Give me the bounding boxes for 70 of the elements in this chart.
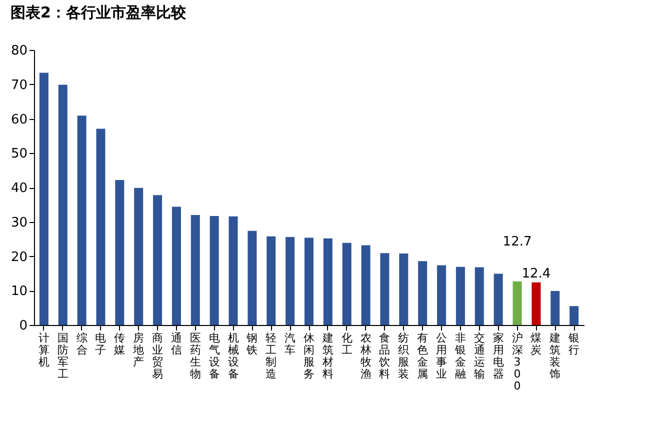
bar: [228, 216, 238, 325]
bar: [172, 206, 181, 325]
y-tick-label: 10: [10, 284, 28, 300]
bar: [96, 128, 106, 325]
x-tick-label: 煤炭: [530, 332, 542, 356]
x-tick-label: 化工: [341, 332, 352, 356]
data-label: 12.7: [502, 234, 532, 250]
x-tick-label: 国防军工: [57, 332, 68, 380]
x-tick-label: 有色金属: [417, 332, 428, 380]
x-tick-label: 食品饮料: [378, 332, 390, 380]
x-tick-label: 医药生物: [190, 332, 201, 380]
bar: [399, 254, 408, 325]
y-tick-label: 70: [10, 78, 28, 93]
y-tick-label: 60: [10, 112, 28, 128]
bar: [115, 180, 124, 325]
y-tick-label: 20: [10, 250, 28, 265]
bar: [570, 306, 579, 325]
x-tick-label: 建筑材料: [321, 332, 334, 380]
bar: [532, 282, 541, 325]
bar: [437, 265, 446, 325]
x-tick-label: 沪深300: [512, 332, 523, 392]
bar: [77, 116, 86, 325]
x-tick-label: 银行: [568, 332, 580, 356]
bar: [134, 188, 144, 325]
x-tick-label: 轻工制造: [266, 332, 277, 380]
bar: [153, 195, 162, 325]
bar: [286, 237, 295, 325]
bar: [266, 236, 276, 325]
x-tick-label: 休闲服务: [304, 332, 314, 380]
bar: [550, 290, 560, 325]
x-tick-label: 公用事业: [436, 332, 448, 380]
y-tick-label: 0: [19, 318, 28, 334]
bar: [494, 274, 503, 325]
bar: [380, 253, 390, 325]
x-tick-label: 钢铁: [246, 332, 258, 356]
bar: [474, 267, 484, 325]
x-tick-label: 计算机: [38, 332, 50, 368]
x-tick-label: 农林牧渔: [359, 332, 372, 380]
bar: [456, 266, 465, 325]
bar: [418, 261, 428, 325]
x-tick-label: 非银金融: [454, 332, 466, 380]
x-tick-label: 交通运输: [474, 332, 485, 380]
x-tick-label: 机械设备: [228, 332, 239, 380]
y-tick-label: 80: [10, 44, 28, 58]
x-tick-label: 电子: [95, 332, 106, 356]
data-label: 12.4: [522, 266, 551, 282]
bar: [248, 230, 257, 325]
bar: [323, 238, 332, 325]
x-tick-label: 综合: [76, 332, 88, 356]
bar: [512, 281, 522, 325]
x-tick-label: 纺织服装: [398, 332, 410, 380]
bar: [342, 242, 352, 325]
chart-title: 图表2：各行业市盈率比较: [10, 4, 187, 22]
bar: [190, 215, 200, 325]
x-tick-label: 家用电器: [492, 332, 504, 380]
bar: [58, 84, 68, 325]
x-tick-label: 房地产: [132, 332, 144, 368]
x-tick-label: 建筑装饰: [548, 332, 561, 380]
y-tick-label: 50: [10, 146, 28, 162]
bar: [361, 245, 370, 325]
bar: [39, 72, 48, 325]
x-tick-label: 商业贸易: [152, 332, 164, 380]
y-tick-label: 30: [10, 215, 28, 230]
bar: [304, 238, 314, 325]
x-tick-label: 通信: [170, 332, 182, 356]
x-tick-label: 汽车: [284, 332, 296, 356]
bar: [210, 216, 219, 325]
x-tick-label: 传媒: [114, 332, 126, 356]
x-tick-label: 电气设备: [208, 332, 220, 380]
y-tick-label: 40: [10, 181, 28, 196]
